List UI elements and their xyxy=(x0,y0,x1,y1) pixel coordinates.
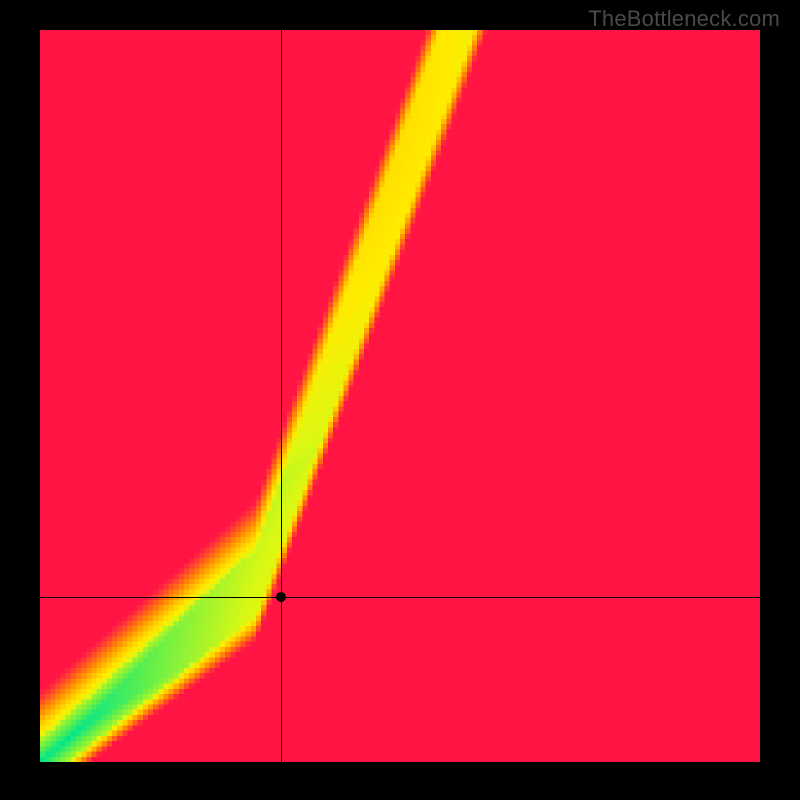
bottleneck-heatmap xyxy=(40,30,760,762)
crosshair-vertical xyxy=(281,30,282,762)
crosshair-horizontal xyxy=(40,597,760,598)
watermark-text: TheBottleneck.com xyxy=(588,6,780,32)
chart-container: TheBottleneck.com xyxy=(0,0,800,800)
